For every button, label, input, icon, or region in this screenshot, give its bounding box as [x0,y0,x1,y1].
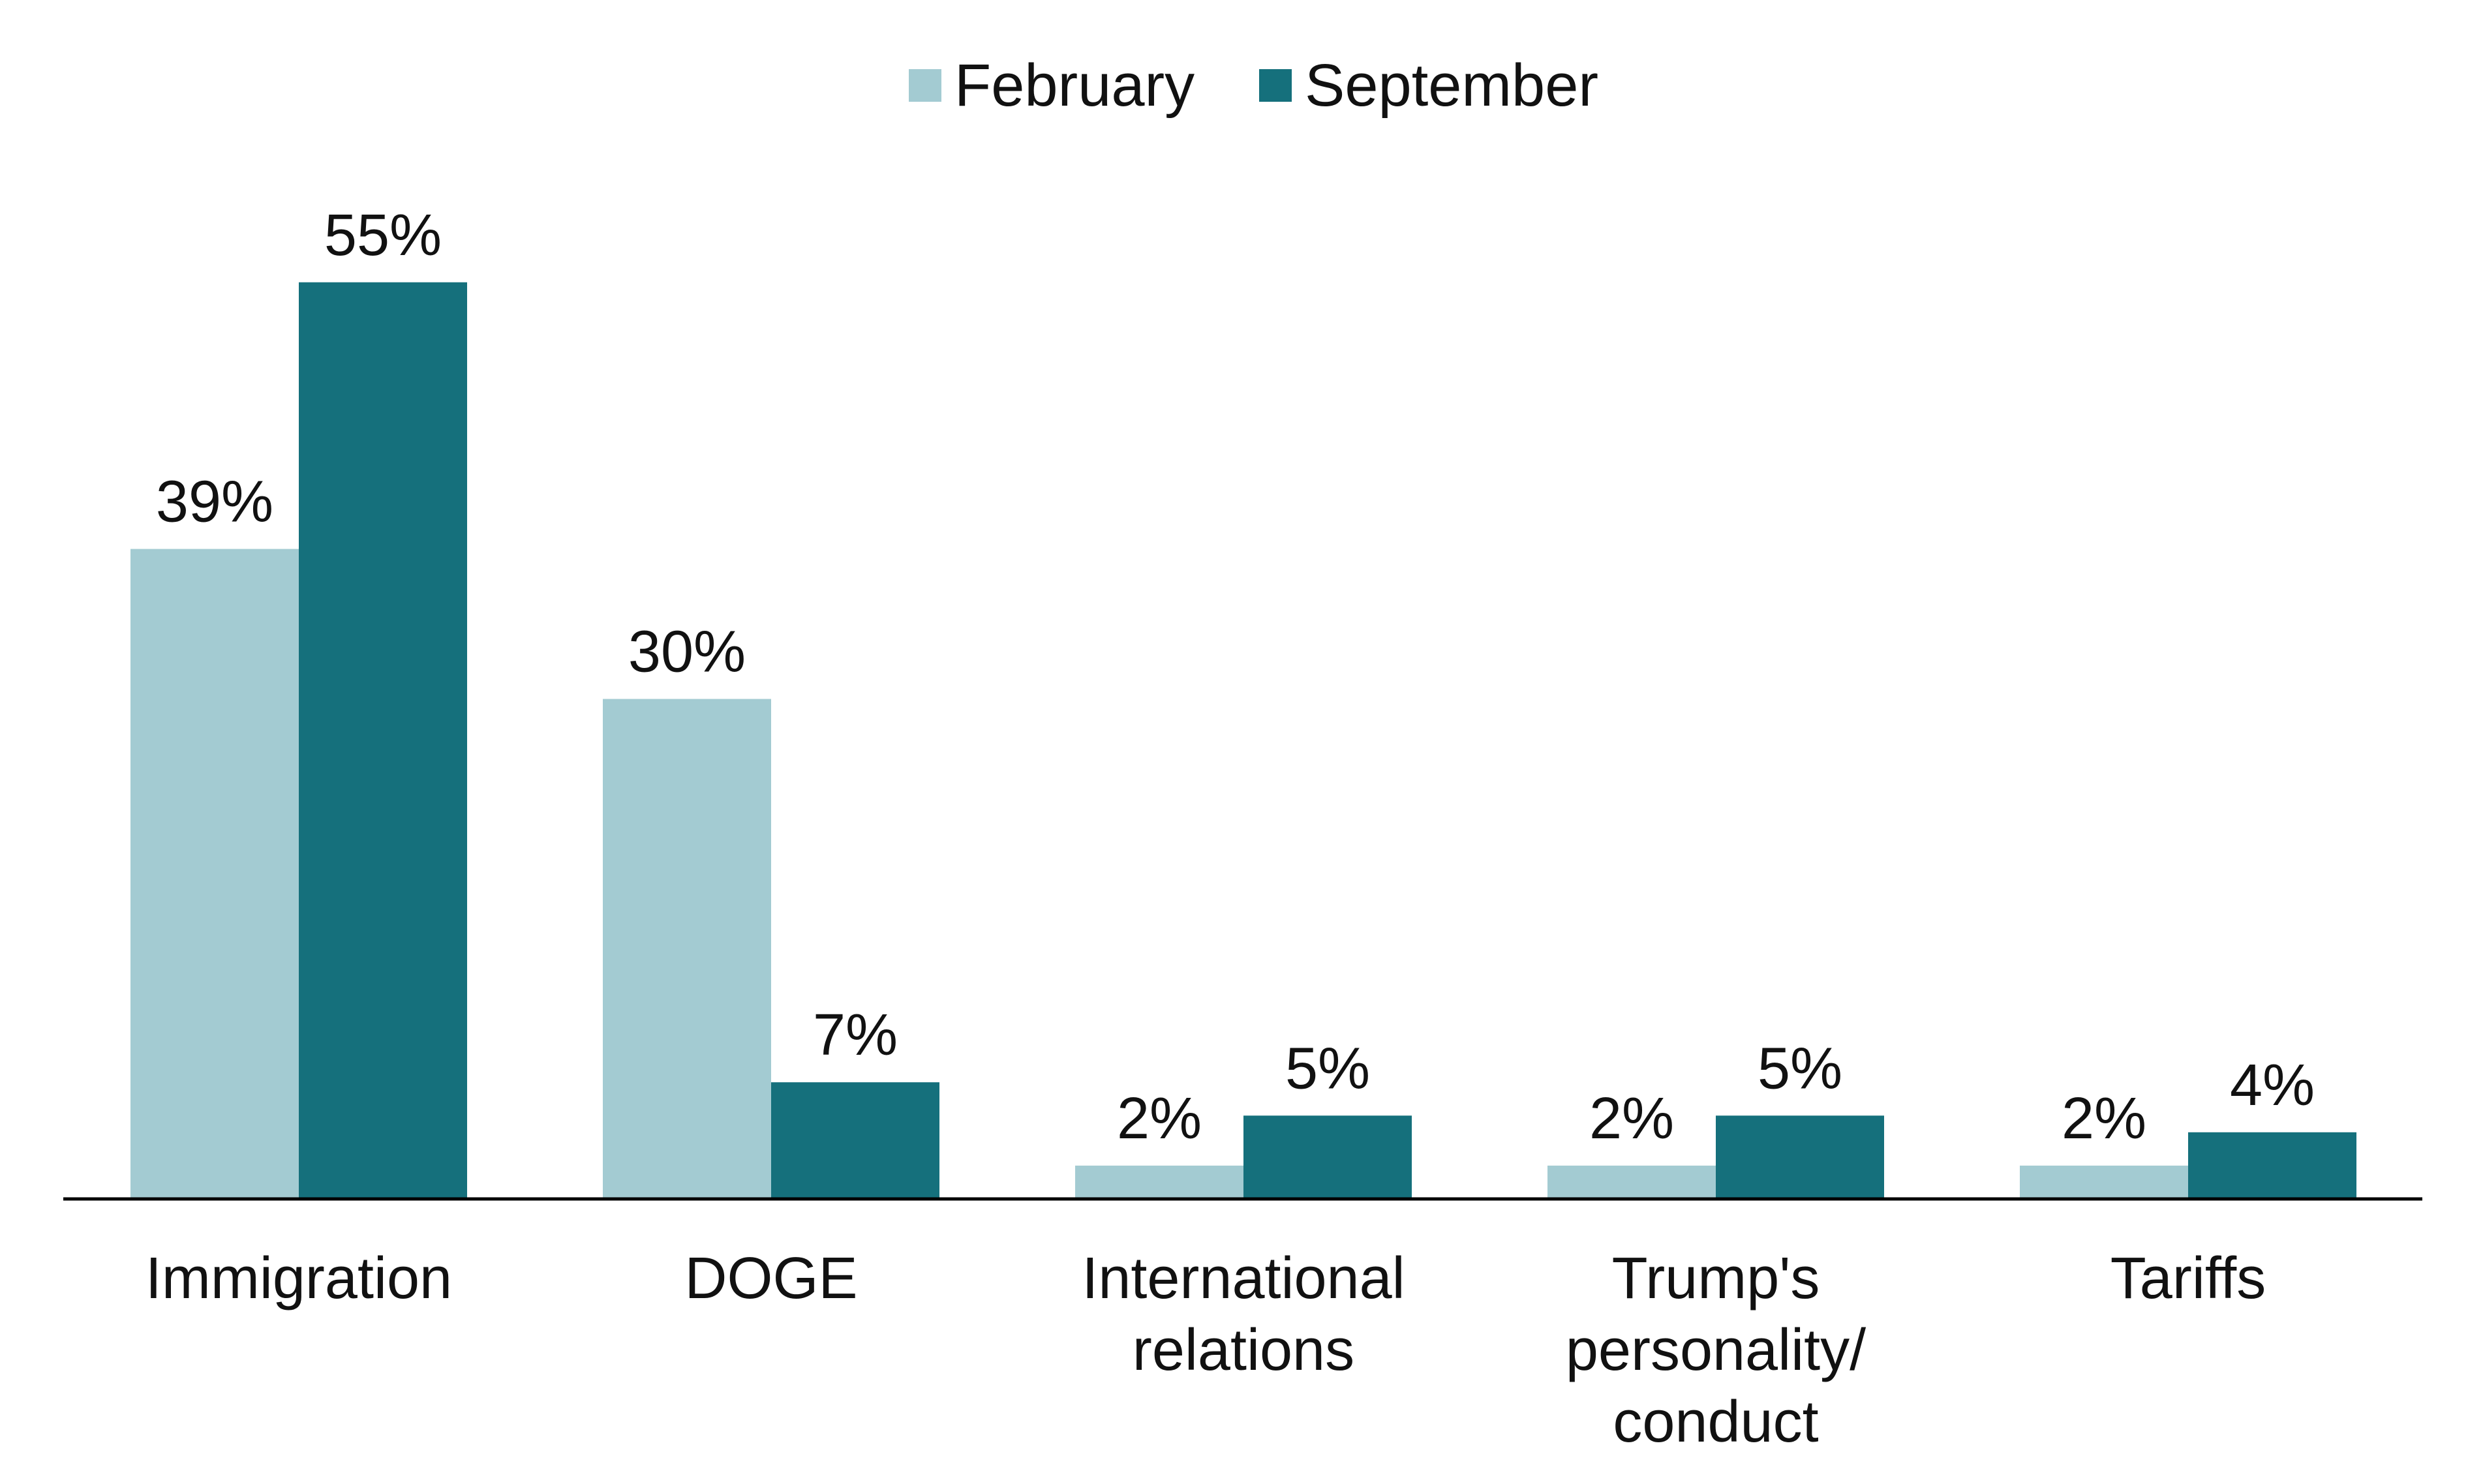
bar-february-immigration [130,549,299,1199]
x-tick-label-tariffs: Tariffs [2110,1246,2266,1311]
bar-february-trump-s-personality-conduct [1547,1165,1716,1199]
x-tick-label-line: Tariffs [2110,1246,2266,1311]
x-tick-label-line: relations [1133,1318,1354,1383]
bar-september-immigration [299,282,467,1199]
bar-february-doge [603,699,771,1199]
legend-swatch-february [909,69,941,102]
x-tick-label-line: conduct [1613,1389,1818,1455]
x-tick-label-line: Trump's [1612,1246,1820,1311]
data-label-september-doge: 7% [813,1003,898,1068]
bar-september-tariffs [2188,1132,2356,1199]
x-tick-label-line: International [1082,1246,1405,1311]
legend: February September [909,52,1598,119]
x-tick-label-doge: DOGE [684,1246,857,1311]
data-labels-group: 39% 55% 30% 7% 2% 5% 2% 5% 2% 4% [156,203,2315,1151]
bar-september-international-relations [1243,1115,1412,1199]
legend-swatch-september [1259,69,1292,102]
data-label-february-immigration: 39% [156,470,273,535]
data-label-september-trump-s-personality-conduct: 5% [1758,1036,1842,1101]
data-label-february-tariffs: 2% [2062,1086,2146,1151]
bar-september-trump-s-personality-conduct [1716,1115,1884,1199]
bar-february-international-relations [1075,1165,1243,1199]
bars-group [130,282,2356,1199]
data-label-february-doge: 30% [628,620,746,685]
legend-label-september: September [1305,52,1598,119]
x-tick-label-international-relations: International relations [1082,1246,1405,1383]
data-label-september-immigration: 55% [324,203,442,268]
x-tick-label-line: Immigration [145,1246,452,1311]
bar-september-doge [771,1082,939,1199]
x-tick-labels-group: Immigration DOGE International relations Tru… [145,1246,2266,1455]
data-label-february-international-relations: 2% [1117,1086,1202,1151]
data-label-february-trump-s-personality-conduct: 2% [1589,1086,1674,1151]
data-label-september-international-relations: 5% [1285,1036,1370,1101]
legend-label-february: February [954,52,1195,119]
x-tick-label-immigration: Immigration [145,1246,452,1311]
x-tick-label-line: DOGE [684,1246,857,1311]
x-tick-label-line: personality/ [1566,1318,1866,1383]
data-label-september-tariffs: 4% [2230,1053,2315,1118]
bar-february-tariffs [2020,1165,2188,1199]
x-tick-label-trump-s-personality-conduct: Trump's personality/conduct [1566,1246,1866,1455]
